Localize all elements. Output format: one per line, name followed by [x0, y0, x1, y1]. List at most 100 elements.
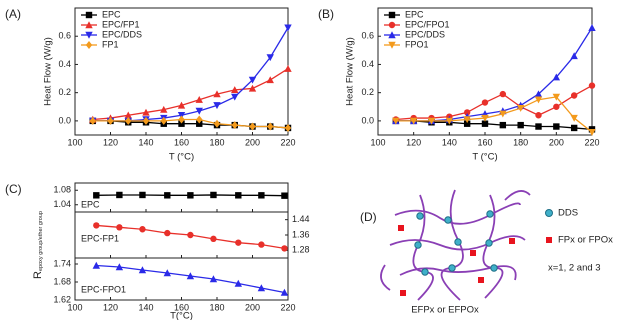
marker — [116, 224, 123, 231]
diagram-nodes — [414, 209, 553, 276]
marker — [93, 222, 100, 229]
marker — [85, 11, 93, 19]
y-axis-label: Repoxy group/ether group — [32, 211, 45, 279]
series-line — [92, 27, 289, 122]
y-tick-label: 1.08 — [53, 185, 71, 195]
marker — [187, 231, 194, 239]
y-tick-label: 1.68 — [53, 276, 71, 286]
legend-label: DDS — [558, 208, 578, 219]
x-tick-label: 200 — [245, 137, 260, 147]
marker — [213, 90, 221, 98]
x-tick-label: 220 — [280, 302, 295, 312]
marker — [588, 82, 596, 89]
y-tick-label: 0.2 — [58, 87, 71, 97]
marker — [588, 24, 596, 31]
marker — [535, 112, 542, 119]
marker — [588, 128, 596, 136]
legend-label: EPC/DDS — [102, 29, 142, 39]
marker — [534, 90, 543, 98]
marker — [281, 192, 288, 199]
note: x=1, 2 and 3 — [548, 263, 601, 274]
x-tick-label: 180 — [209, 137, 224, 147]
marker — [231, 121, 238, 130]
marker — [570, 114, 578, 122]
marker — [481, 120, 489, 127]
marker — [284, 64, 292, 72]
marker — [552, 93, 561, 101]
legend-label: FPx or FPOx — [558, 235, 613, 246]
legend-label: FPO1 — [405, 39, 429, 49]
x-tick-label: 160 — [477, 137, 492, 147]
marker — [195, 96, 203, 103]
y-tick-label: 0.4 — [58, 59, 71, 69]
marker — [284, 24, 292, 32]
marker — [115, 263, 124, 271]
x-tick-label: 140 — [138, 302, 153, 312]
y-axis-label: Heat Flow (W/g) — [345, 37, 356, 106]
marker — [209, 275, 218, 283]
marker — [534, 96, 543, 104]
x-tick-label: 160 — [174, 302, 189, 312]
subplot-label: EPC — [81, 199, 100, 209]
marker — [85, 41, 93, 49]
series-line — [395, 120, 593, 131]
marker — [89, 116, 96, 125]
x-axis-label: T (°C) — [169, 152, 194, 163]
marker — [235, 239, 242, 246]
x-tick-label: 100 — [67, 302, 82, 312]
marker — [142, 108, 150, 116]
legend-label: EPC/FPO1 — [405, 19, 450, 29]
marker — [280, 288, 289, 296]
marker — [163, 269, 171, 277]
x-tick-label: 200 — [245, 302, 260, 312]
marker — [463, 109, 471, 116]
y-tick-label: 0.6 — [58, 31, 71, 41]
x-tick-label: 120 — [103, 137, 118, 147]
marker — [231, 86, 239, 94]
marker — [93, 192, 100, 199]
x-tick-label: 120 — [406, 137, 421, 147]
marker — [281, 245, 288, 252]
y-axis-label-main: R — [32, 271, 44, 279]
x-tick-label: 180 — [209, 302, 224, 312]
panel-label: (D) — [360, 210, 377, 224]
x-axis-label: T(°C) — [170, 311, 193, 320]
marker — [481, 99, 489, 106]
y-tick-label: 1.62 — [53, 294, 71, 304]
y-tick-label: 1.04 — [53, 199, 71, 209]
y-tick-label: 1.36 — [292, 229, 310, 239]
y-axis-label: Heat Flow (W/g) — [43, 37, 54, 106]
marker — [160, 116, 167, 125]
subplot-label: EPC-FP1 — [81, 233, 119, 243]
legend-label: EPC/DDS — [405, 29, 445, 39]
y-tick-label: 0.4 — [361, 59, 374, 69]
x-tick-label: 120 — [103, 302, 118, 312]
caption: EFPx or EFPOx — [411, 305, 479, 316]
marker — [284, 123, 292, 132]
marker — [85, 21, 93, 29]
x-tick-label: 160 — [174, 137, 189, 147]
marker — [388, 11, 396, 19]
marker — [187, 192, 194, 199]
legend-label: EPC — [102, 9, 121, 19]
marker — [234, 279, 242, 287]
marker — [213, 102, 221, 110]
marker — [570, 52, 578, 60]
x-tick-label: 140 — [442, 137, 457, 147]
marker — [499, 110, 507, 118]
marker — [258, 241, 265, 248]
marker — [553, 123, 560, 130]
marker — [139, 226, 146, 233]
marker — [138, 266, 147, 274]
marker — [258, 192, 265, 199]
marker — [248, 76, 257, 84]
x-tick-label: 200 — [549, 137, 564, 147]
x-tick-label: 100 — [370, 137, 385, 147]
marker — [210, 191, 217, 199]
marker — [388, 31, 396, 39]
marker — [125, 116, 132, 125]
marker — [210, 235, 217, 243]
marker — [235, 192, 242, 199]
y-axis-label-sub: epoxy group/ether group — [38, 211, 44, 271]
